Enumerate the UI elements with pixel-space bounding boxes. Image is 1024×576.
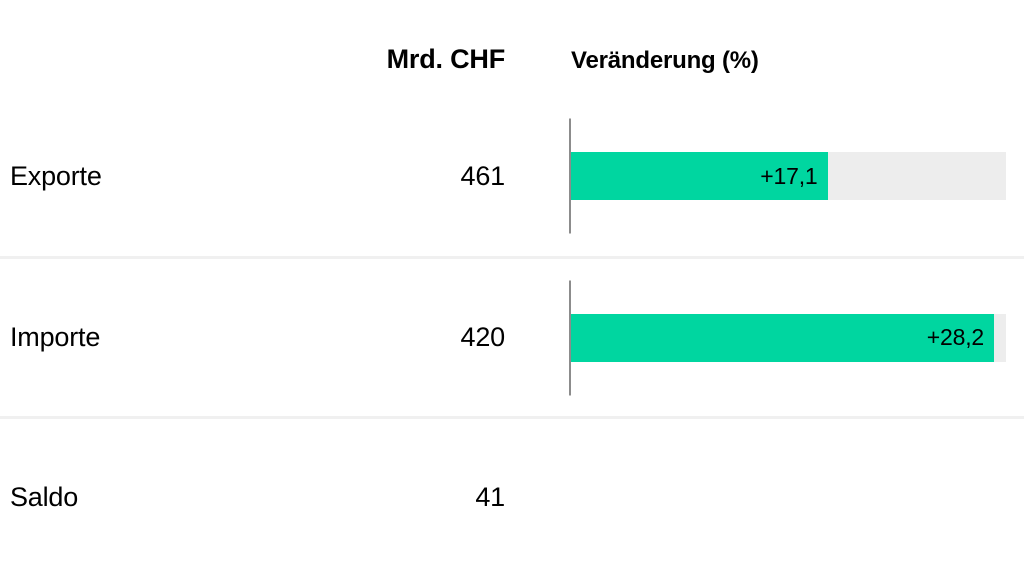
table-row-exporte: Exporte 461 +17,1 — [0, 96, 1024, 256]
row-label-saldo: Saldo — [10, 482, 79, 512]
row-label-importe: Importe — [10, 322, 101, 352]
row-value-exporte: 461 — [460, 160, 506, 191]
bar-cell-exporte: +17,1 — [569, 96, 1006, 256]
row-value-saldo: 41 — [475, 482, 505, 512]
row-label-exporte: Exporte — [10, 160, 102, 191]
bar-value-label-exporte: +17,1 — [760, 162, 818, 189]
bar-cell-saldo-empty — [571, 419, 1006, 576]
table-row-importe: Importe 420 +28,2 — [0, 256, 1024, 416]
bar-value-label-importe: +28,2 — [926, 324, 984, 350]
bar-track-exporte: +17,1 — [571, 152, 1006, 200]
column-header-mrd-chf: Mrd. CHF — [386, 43, 506, 74]
table-header: Mrd. CHF Veränderung (%) — [0, 0, 1024, 96]
table-row-saldo: Saldo 41 — [0, 416, 1024, 576]
column-header-veraenderung: Veränderung (%) — [571, 47, 759, 75]
row-value-importe: 420 — [460, 322, 506, 352]
bar-track-importe: +28,2 — [571, 313, 1006, 362]
bar-cell-importe: +28,2 — [569, 259, 1006, 416]
bar-baseline-tick — [569, 280, 571, 395]
bar-baseline-tick — [569, 118, 571, 234]
bar-importe: +28,2 — [571, 313, 994, 362]
bar-exporte: +17,1 — [571, 152, 828, 200]
